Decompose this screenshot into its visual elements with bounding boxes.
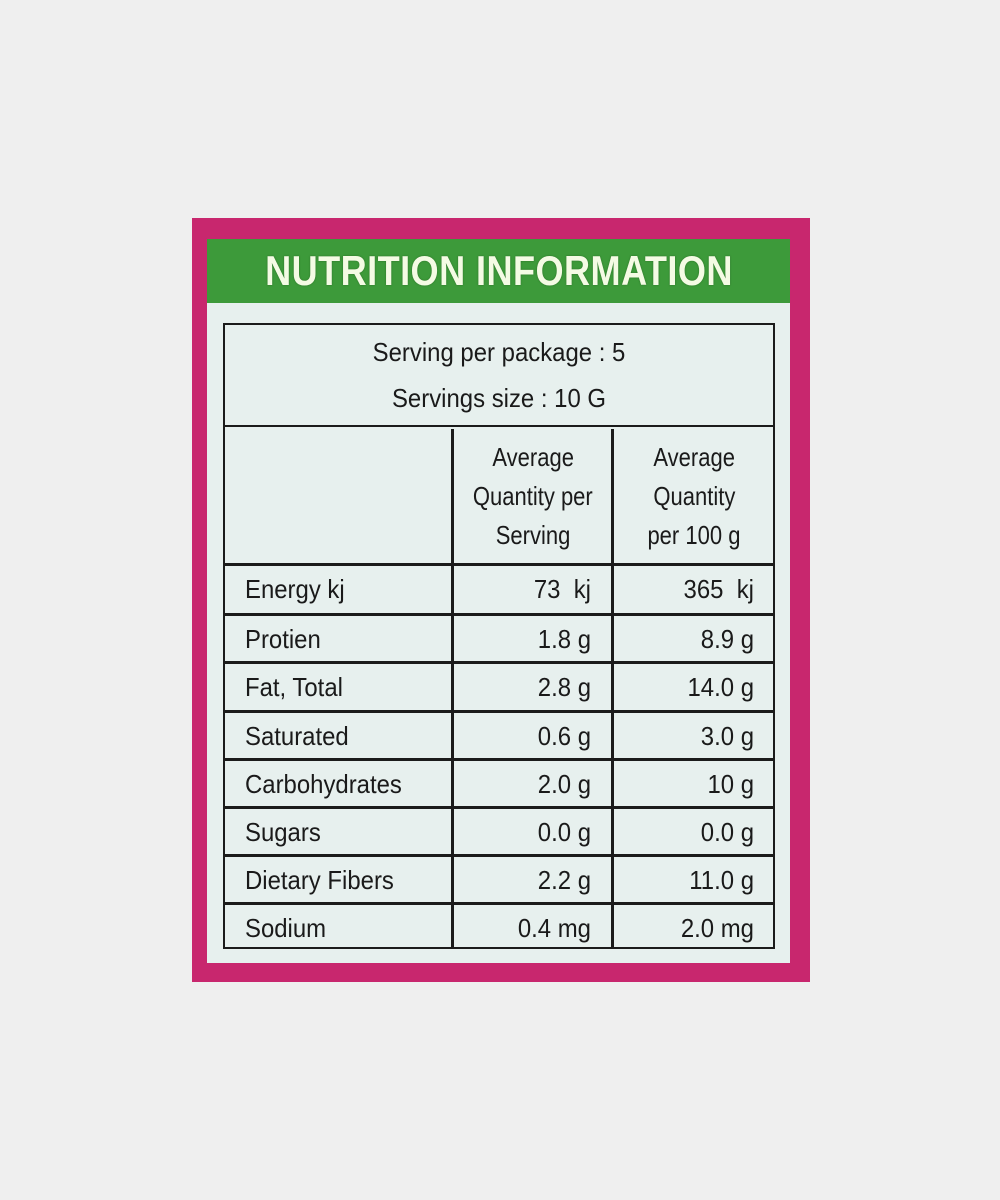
per-100g-value: 365 kj bbox=[683, 574, 754, 604]
nutrient-name: Dietary Fibers bbox=[245, 865, 394, 895]
header-line: Serving bbox=[495, 519, 570, 550]
per-serving-value: 0.4 mg bbox=[517, 913, 591, 943]
per-serving-value: 0.6 g bbox=[537, 721, 591, 751]
per-100g-value: 2.0 mg bbox=[680, 913, 754, 943]
header-line: per 100 g bbox=[647, 519, 740, 550]
nutrition-label: NUTRITION INFORMATION Serving per packag… bbox=[192, 218, 810, 982]
per-serving-value: 73 kj bbox=[533, 574, 591, 604]
nutrition-title: NUTRITION INFORMATION bbox=[264, 247, 733, 294]
table-row: Dietary Fibers 2.2 g 11.0 g bbox=[225, 856, 773, 904]
nutrition-table: Serving per package : 5 Servings size : … bbox=[223, 323, 775, 949]
per-serving-value: 0.0 g bbox=[537, 817, 591, 847]
per-100g-value: 0.0 g bbox=[700, 817, 754, 847]
row-divider bbox=[225, 758, 773, 761]
per-100g-value: 8.9 g bbox=[700, 624, 754, 654]
nutrient-name: Carbohydrates bbox=[245, 769, 402, 799]
row-divider bbox=[225, 710, 773, 713]
table-row: Protien 1.8 g 8.9 g bbox=[225, 615, 773, 663]
per-100g-value: 14.0 g bbox=[687, 672, 754, 702]
table-row: Sodium 0.4 mg 2.0 mg bbox=[225, 904, 773, 952]
header-line: Quantity bbox=[652, 480, 735, 511]
servings-per-package: Serving per package : 5 bbox=[372, 337, 626, 367]
nutrient-name: Energy kj bbox=[245, 574, 345, 604]
column-divider bbox=[611, 429, 614, 947]
header-line: Average bbox=[652, 441, 735, 472]
per-100g-value: 10 g bbox=[707, 769, 754, 799]
row-divider bbox=[225, 563, 773, 566]
per-serving-value: 2.8 g bbox=[537, 672, 591, 702]
table-row: Saturated 0.6 g 3.0 g bbox=[225, 712, 773, 760]
table-row: Energy kj 73 kj 365 kj bbox=[225, 565, 773, 613]
table-row: Sugars 0.0 g 0.0 g bbox=[225, 808, 773, 856]
per-100g-value: 3.0 g bbox=[700, 721, 754, 751]
header-line: Quantity per bbox=[472, 480, 593, 511]
serving-info: Serving per package : 5 Servings size : … bbox=[225, 325, 773, 427]
per-serving-value: 2.0 g bbox=[537, 769, 591, 799]
row-divider bbox=[225, 806, 773, 809]
column-header-per-100g: Average Quantity per 100 g bbox=[614, 429, 773, 563]
nutrient-grid: Average Quantity per Serving Average Qua… bbox=[225, 429, 773, 947]
column-divider bbox=[451, 429, 454, 947]
nutrition-panel: NUTRITION INFORMATION Serving per packag… bbox=[207, 239, 790, 963]
row-divider bbox=[225, 902, 773, 905]
per-serving-value: 2.2 g bbox=[537, 865, 591, 895]
row-divider bbox=[225, 661, 773, 664]
nutrient-name: Saturated bbox=[245, 721, 349, 751]
column-header-per-serving: Average Quantity per Serving bbox=[454, 429, 611, 563]
serving-size: Servings size : 10 G bbox=[391, 383, 607, 413]
nutrient-name: Protien bbox=[245, 624, 321, 654]
table-row: Fat, Total 2.8 g 14.0 g bbox=[225, 663, 773, 711]
per-serving-value: 1.8 g bbox=[537, 624, 591, 654]
nutrient-name: Fat, Total bbox=[245, 672, 343, 702]
row-divider bbox=[225, 613, 773, 616]
table-row: Carbohydrates 2.0 g 10 g bbox=[225, 760, 773, 808]
nutrient-name: Sugars bbox=[245, 817, 321, 847]
row-divider bbox=[225, 854, 773, 857]
per-100g-value: 11.0 g bbox=[689, 865, 754, 895]
header-line: Average bbox=[491, 441, 574, 472]
nutrient-name: Sodium bbox=[245, 913, 327, 943]
title-band: NUTRITION INFORMATION bbox=[207, 239, 790, 303]
